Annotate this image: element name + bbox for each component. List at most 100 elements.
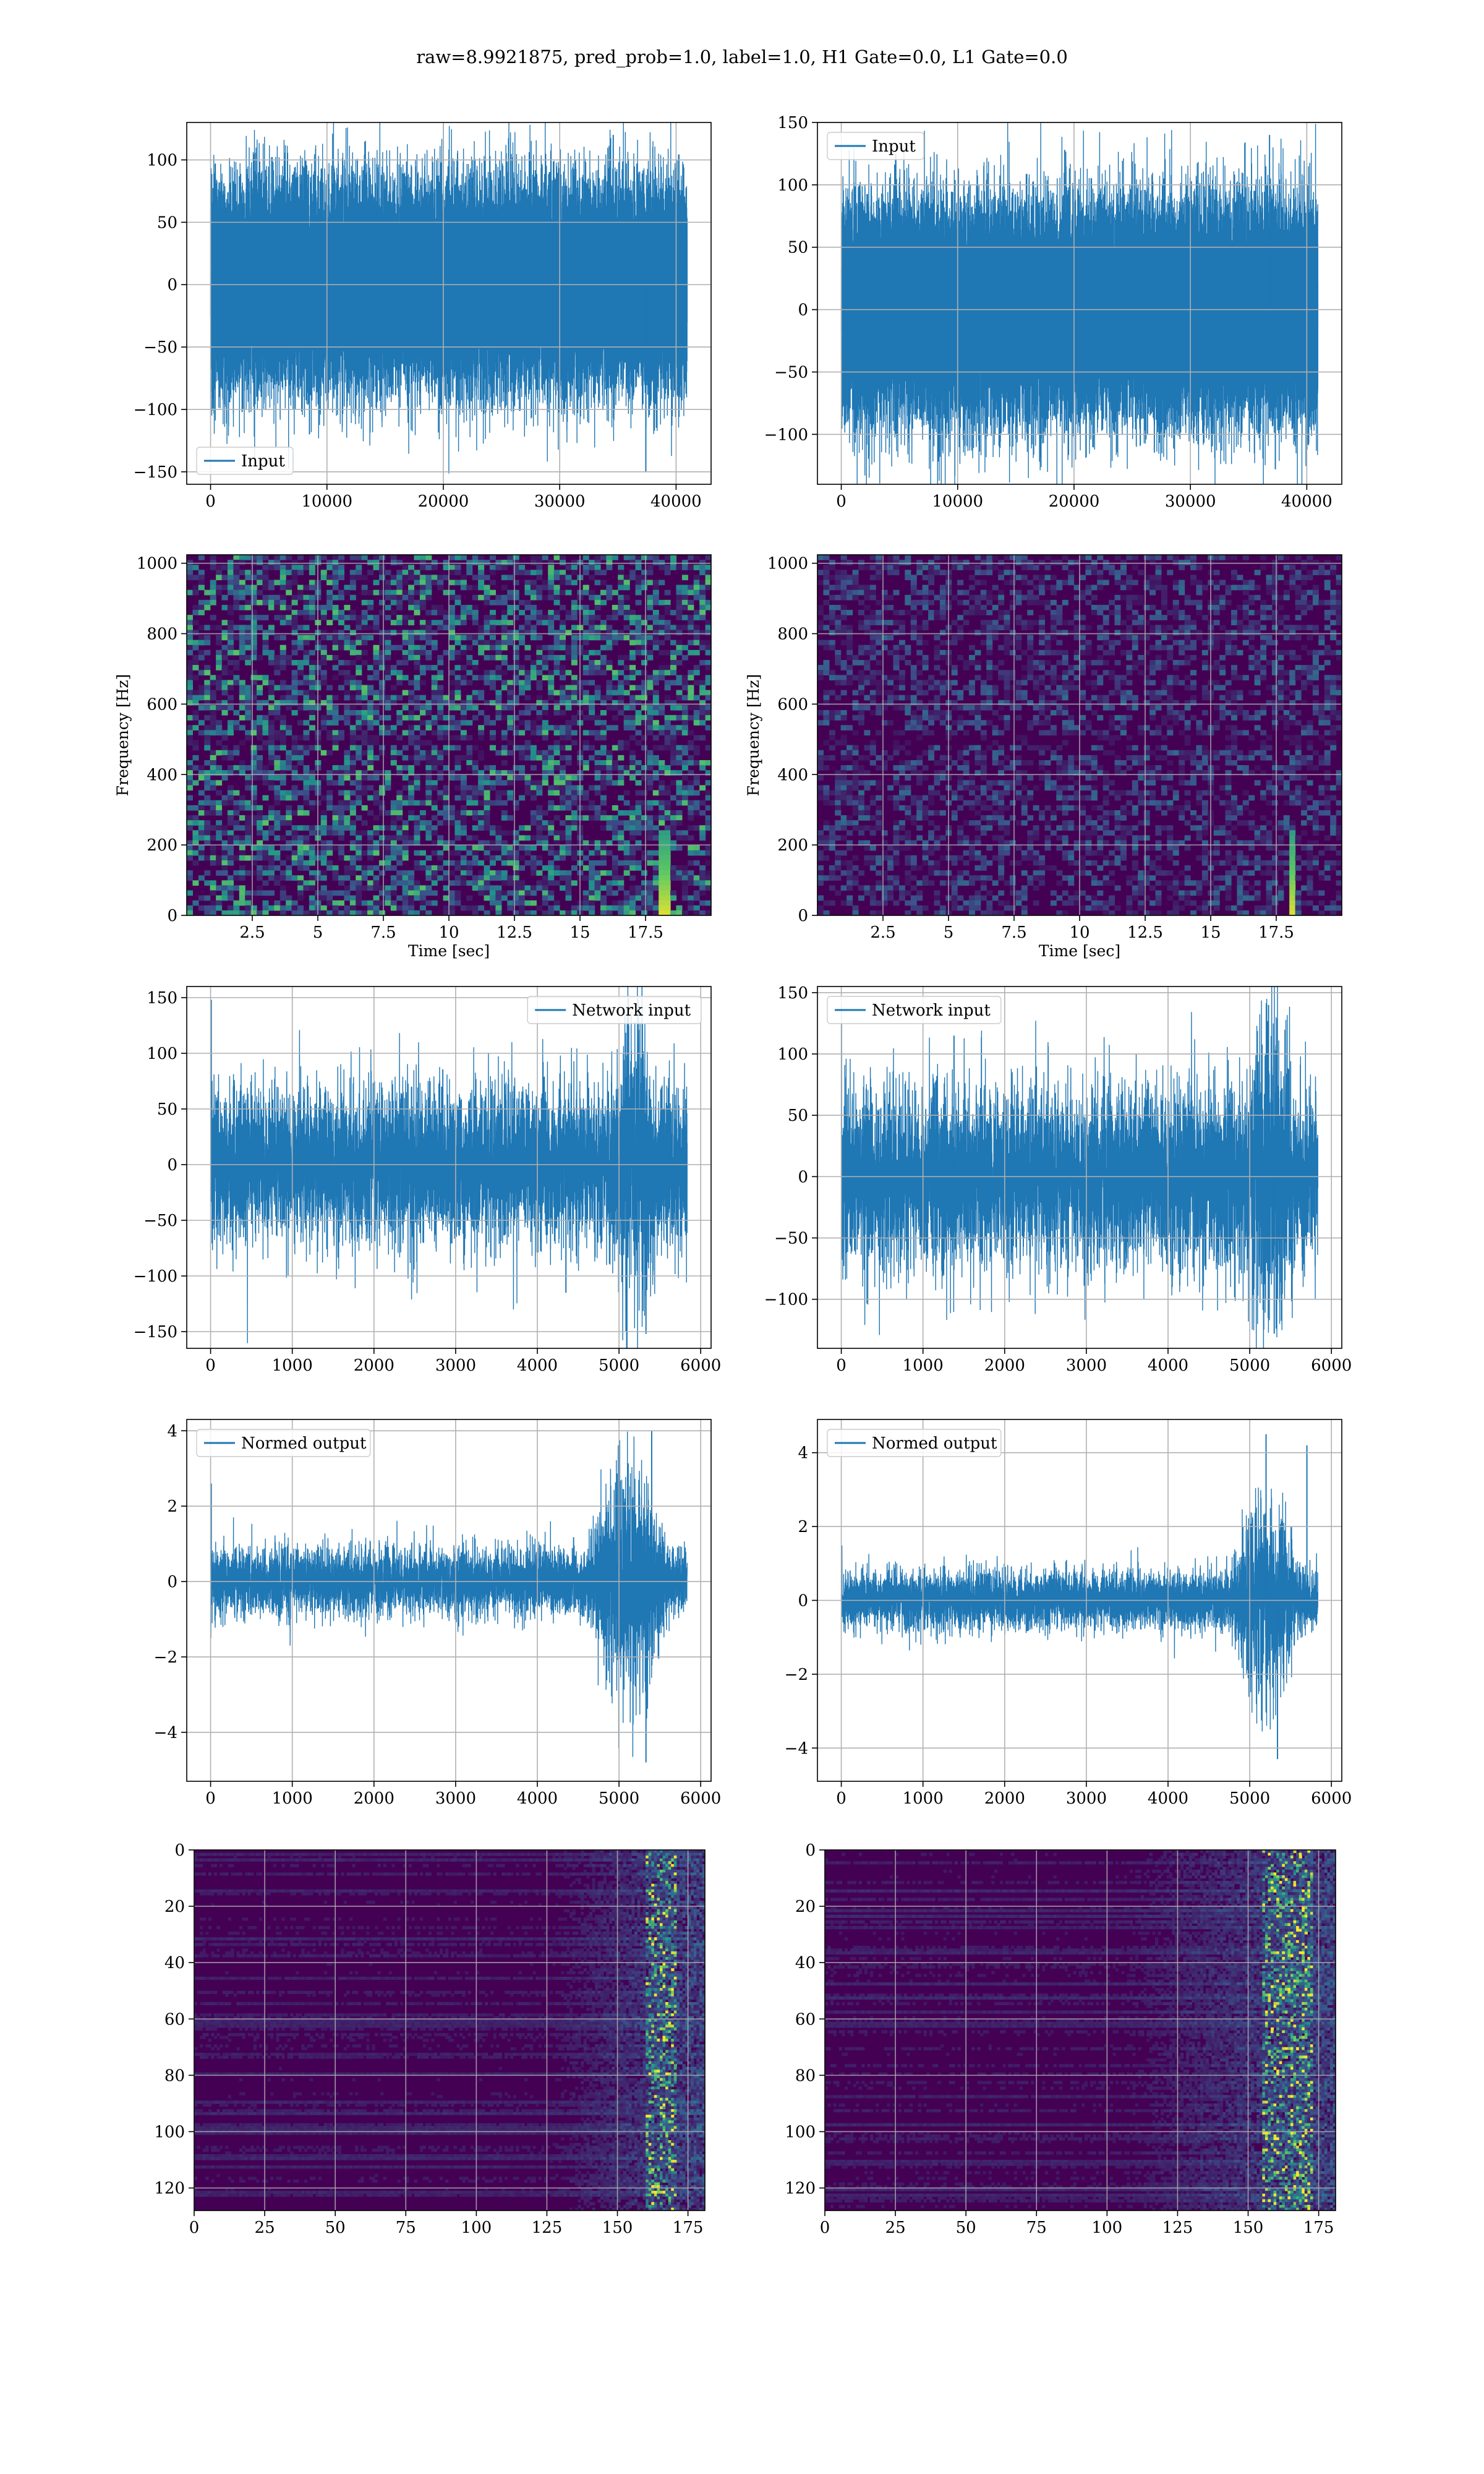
l1-input-ytick-label-0: −100 (764, 426, 808, 444)
h1-normed-output-ytick-label-0: −4 (154, 1724, 177, 1742)
h1-input-ticks: 0 10000 20000 30000 40000 −150 −100 −50 0 50 100 (134, 152, 702, 511)
l1-input-legend-label: Input (872, 137, 916, 156)
h1-input-panel: 0 10000 20000 30000 40000 −150 −100 −50 0 50 100 In… (134, 122, 712, 511)
panels: 0 10000 20000 30000 40000−150−100−50050100In… (114, 114, 1352, 2237)
l1-network-input-grid (817, 987, 1342, 1348)
l1-normed-output-legend: Normed output (827, 1429, 1002, 1457)
h1-feature-map-heatmap-cells (194, 1850, 705, 2211)
l1-feature-map-ytick-label-2: 40 (795, 1954, 816, 1972)
h1-spectrogram-ytick-label-2: 400 (147, 766, 177, 784)
l1-input-xtick-label-4: 40000 (1281, 492, 1333, 511)
h1-network-input-frame (186, 986, 712, 1349)
h1-feature-map-ytick-label-2: 40 (164, 1954, 185, 1972)
l1-normed-output-ytick-label-3: 2 (798, 1518, 808, 1536)
h1-normed-output-ytick-label-2: 0 (167, 1573, 177, 1591)
h1-spectrogram-xtick-label-0: 2.5 (239, 923, 265, 942)
h1-input-xtick-label-1: 10000 (301, 492, 352, 511)
l1-feature-map-xtick-label-5: 125 (1162, 2219, 1193, 2237)
l1-normed-output-xtick-label-1: 1000 (903, 1789, 944, 1808)
h1-network-input-ytick-label-6: 150 (147, 989, 177, 1008)
l1-network-input-xtick-label-4: 4000 (1148, 1356, 1188, 1375)
l1-spectrogram-xtick-label-0: 2.5 (870, 923, 895, 942)
h1-normed-output-legend-label: Normed output (241, 1434, 367, 1453)
l1-input-frame (817, 122, 1342, 485)
h1-feature-map-xtick-label-0: 0 (189, 2219, 200, 2237)
h1-input-plot-area (187, 122, 711, 484)
l1-network-input-legend: Network input (827, 996, 1002, 1024)
h1-network-input-xtick-label-2: 2000 (354, 1356, 394, 1375)
l1-spectrogram-xtick-label-1: 5 (944, 923, 954, 942)
l1-network-input-ticks: 0 1000 2000 3000 4000 5000 6000 −100 −50 0 50 100 15… (764, 984, 1352, 1375)
h1-network-input-ytick-label-4: 50 (157, 1100, 177, 1119)
l1-network-input-xtick-label-1: 1000 (903, 1356, 944, 1375)
l1-normed-output-xtick-label-3: 3000 (1066, 1789, 1107, 1808)
h1-normed-output-series-line (210, 1431, 688, 1757)
l1-normed-output-xtick-label-5: 5000 (1229, 1789, 1270, 1808)
l1-feature-map-panel: 0 25 50 75 100 125 150 175 0 20 40 60 80 100 120 (785, 1841, 1336, 2237)
l1-network-input-ytick-label-2: 0 (798, 1168, 808, 1186)
h1-network-input-ytick-label-3: 0 (167, 1156, 177, 1175)
h1-spectrogram-panel: 2.5 5 7.5 10 12.5 15 17.5 0 200 400 600 800 1000 Time… (114, 554, 712, 960)
l1-network-input-xtick-label-0: 0 (836, 1356, 846, 1375)
h1-feature-map-frame (194, 1849, 706, 2211)
l1-spectrogram-ylabel: Frequency [Hz] (744, 674, 762, 797)
l1-normed-output-series-line (840, 1487, 1318, 1732)
l1-feature-map-xtick-label-2: 50 (956, 2219, 976, 2237)
l1-input-ytick-label-2: 0 (798, 301, 808, 320)
l1-feature-map-xtick-label-4: 100 (1092, 2219, 1123, 2237)
h1-feature-map-ytick-label-1: 20 (164, 1898, 185, 1916)
h1-normed-output-xtick-label-3: 3000 (435, 1789, 476, 1808)
h1-normed-output-frame (186, 1419, 712, 1782)
l1-input-plot-area (817, 122, 1342, 484)
l1-spectrogram-ytick-label-0: 0 (798, 907, 808, 925)
h1-normed-output-xtick-label-0: 0 (205, 1789, 216, 1808)
h1-spectrogram-xtick-label-6: 17.5 (628, 923, 663, 942)
h1-normed-output-xtick-label-1: 1000 (272, 1789, 313, 1808)
h1-spectrogram-ytick-label-1: 200 (147, 836, 177, 855)
h1-feature-map-plot-area (194, 1850, 705, 2211)
h1-normed-output-ticks: 0 1000 2000 3000 4000 5000 6000 −4 −2 0 2 4 (154, 1422, 722, 1808)
h1-feature-map-xtick-label-4: 100 (461, 2219, 492, 2237)
h1-normed-output-xtick-label-6: 6000 (680, 1789, 721, 1808)
l1-normed-output-legend-label: Normed output (872, 1434, 997, 1453)
h1-feature-map-xtick-label-3: 75 (396, 2219, 416, 2237)
l1-spectrogram-ytick-label-4: 800 (777, 625, 808, 644)
l1-normed-output-ytick-label-4: 4 (798, 1444, 808, 1463)
h1-spectrogram-ylabel: Frequency [Hz] (114, 674, 132, 797)
h1-spectrogram-xtick-label-5: 15 (569, 923, 590, 942)
l1-feature-map-ytick-label-6: 120 (785, 2180, 816, 2198)
h1-spectrogram-ticks: 2.5 5 7.5 10 12.5 15 17.5 0 200 400 600 800 1000 (137, 555, 663, 942)
l1-feature-map-heatmap-cells (825, 1850, 1336, 2211)
h1-network-input-ytick-label-5: 100 (147, 1045, 177, 1063)
l1-network-input-xtick-label-2: 2000 (984, 1356, 1025, 1375)
l1-network-input-series-line (840, 987, 1318, 1348)
l1-spectrogram-heatmap-cells (817, 555, 1342, 915)
h1-input-ytick-label-4: 50 (157, 213, 177, 232)
h1-input-ytick-label-2: −50 (143, 338, 177, 357)
h1-input-ytick-label-3: 0 (167, 276, 177, 294)
h1-input-ytick-label-5: 100 (147, 152, 177, 170)
h1-normed-output-legend: Normed output (196, 1429, 371, 1457)
l1-input-panel: 0 10000 20000 30000 40000 −100 −50 0 50 100 150 Inp… (764, 114, 1342, 511)
h1-network-input-xtick-label-5: 5000 (599, 1356, 639, 1375)
h1-feature-map-ytick-label-6: 120 (154, 2180, 185, 2198)
h1-input-grid (187, 122, 711, 484)
h1-input-xtick-label-4: 40000 (650, 492, 702, 511)
h1-network-input-panel: 0 1000 2000 3000 4000 5000 6000 −150 −100 −50 0 50 1… (134, 986, 721, 1375)
h1-network-input-ytick-label-0: −150 (134, 1323, 177, 1342)
l1-normed-output-ytick-label-1: −2 (785, 1666, 808, 1684)
l1-feature-map-ytick-label-5: 100 (785, 2123, 816, 2141)
h1-network-input-xtick-label-3: 3000 (435, 1356, 476, 1375)
h1-input-series-line (210, 122, 688, 474)
l1-normed-output-xtick-label-2: 2000 (984, 1789, 1025, 1808)
l1-feature-map-xtick-label-1: 25 (885, 2219, 906, 2237)
h1-input-ytick-label-0: −150 (134, 463, 177, 482)
h1-spectrogram-xtick-label-2: 7.5 (370, 923, 396, 942)
l1-normed-output-ticks: 0 1000 2000 3000 4000 5000 6000 −4 −2 0 2 4 (785, 1444, 1352, 1808)
l1-input-xtick-label-2: 20000 (1049, 492, 1100, 511)
l1-input-xtick-label-3: 30000 (1165, 492, 1216, 511)
l1-normed-output-xtick-label-0: 0 (836, 1789, 846, 1808)
h1-normed-output-ytick-label-4: 4 (167, 1422, 177, 1440)
figure-title: raw=8.9921875, pred_prob=1.0, label=1.0,… (416, 46, 1068, 68)
l1-normed-output-panel: 0 1000 2000 3000 4000 5000 6000 −4 −2 0 2 4 Normed o… (785, 1419, 1352, 1808)
